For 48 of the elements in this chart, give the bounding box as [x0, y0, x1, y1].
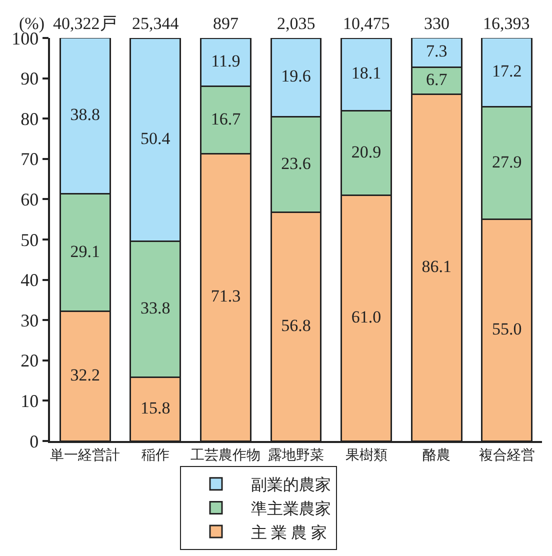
- data-label: 61.0: [351, 307, 382, 326]
- y-tick-label: 30: [20, 310, 39, 330]
- x-tick-label: 稲作: [141, 448, 170, 464]
- data-label: 15.8: [140, 398, 170, 418]
- data-label: 19.6: [281, 66, 311, 86]
- y-tick-label: 50: [20, 230, 39, 250]
- x-tick-label: 酪農: [422, 448, 451, 464]
- data-label: 20.9: [351, 142, 382, 162]
- annotation: 10,475: [343, 14, 390, 33]
- y-tick-label: 80: [20, 108, 39, 129]
- data-label: 56.8: [281, 316, 311, 335]
- legend-label: 準主業農家: [251, 500, 331, 518]
- data-label: 23.6: [281, 154, 311, 173]
- data-label: 16.7: [210, 109, 242, 128]
- y-tick-label: 40: [20, 270, 39, 290]
- annotation: 40,322戸: [53, 14, 117, 33]
- data-label: 86.1: [422, 256, 452, 276]
- y-tick-label: 20: [20, 350, 39, 371]
- y-tick-label: 70: [20, 149, 39, 170]
- annotation: 25,344: [132, 14, 180, 33]
- y-tick-label: 60: [20, 190, 39, 210]
- y-tick-label: 0: [30, 431, 39, 452]
- data-label: 32.2: [70, 365, 100, 384]
- data-label: 7.3: [426, 42, 448, 61]
- data-label: 50.4: [140, 128, 171, 148]
- data-label: 17.2: [492, 62, 522, 80]
- data-label: 33.8: [140, 298, 170, 318]
- data-label: 6.7: [426, 70, 448, 89]
- annotation: 16,393: [483, 14, 530, 33]
- data-label: 55.0: [492, 319, 522, 338]
- data-label: 27.9: [492, 152, 522, 172]
- annotation: 330: [424, 14, 450, 33]
- annotation: 2,035: [277, 14, 316, 33]
- data-label: 71.3: [210, 286, 241, 306]
- x-tick-label: 露地野菜: [268, 448, 324, 464]
- data-label: 18.1: [351, 64, 382, 83]
- x-tick-label: 複合経営: [478, 448, 535, 464]
- x-tick-label: 工芸農作物: [190, 448, 261, 464]
- x-tick-label: 果樹類: [345, 448, 388, 464]
- data-label: 38.8: [70, 105, 100, 124]
- data-label: 11.9: [211, 52, 240, 71]
- legend-label: 主 業 農 家: [251, 524, 327, 542]
- legend-label: 副業的農家: [251, 476, 331, 494]
- x-tick-label: 単一経営計: [50, 448, 120, 464]
- data-label: 29.1: [70, 242, 100, 261]
- y-tick-label: 90: [20, 68, 39, 89]
- y-tick-label: 10: [20, 391, 39, 411]
- annotation: 897: [213, 14, 239, 33]
